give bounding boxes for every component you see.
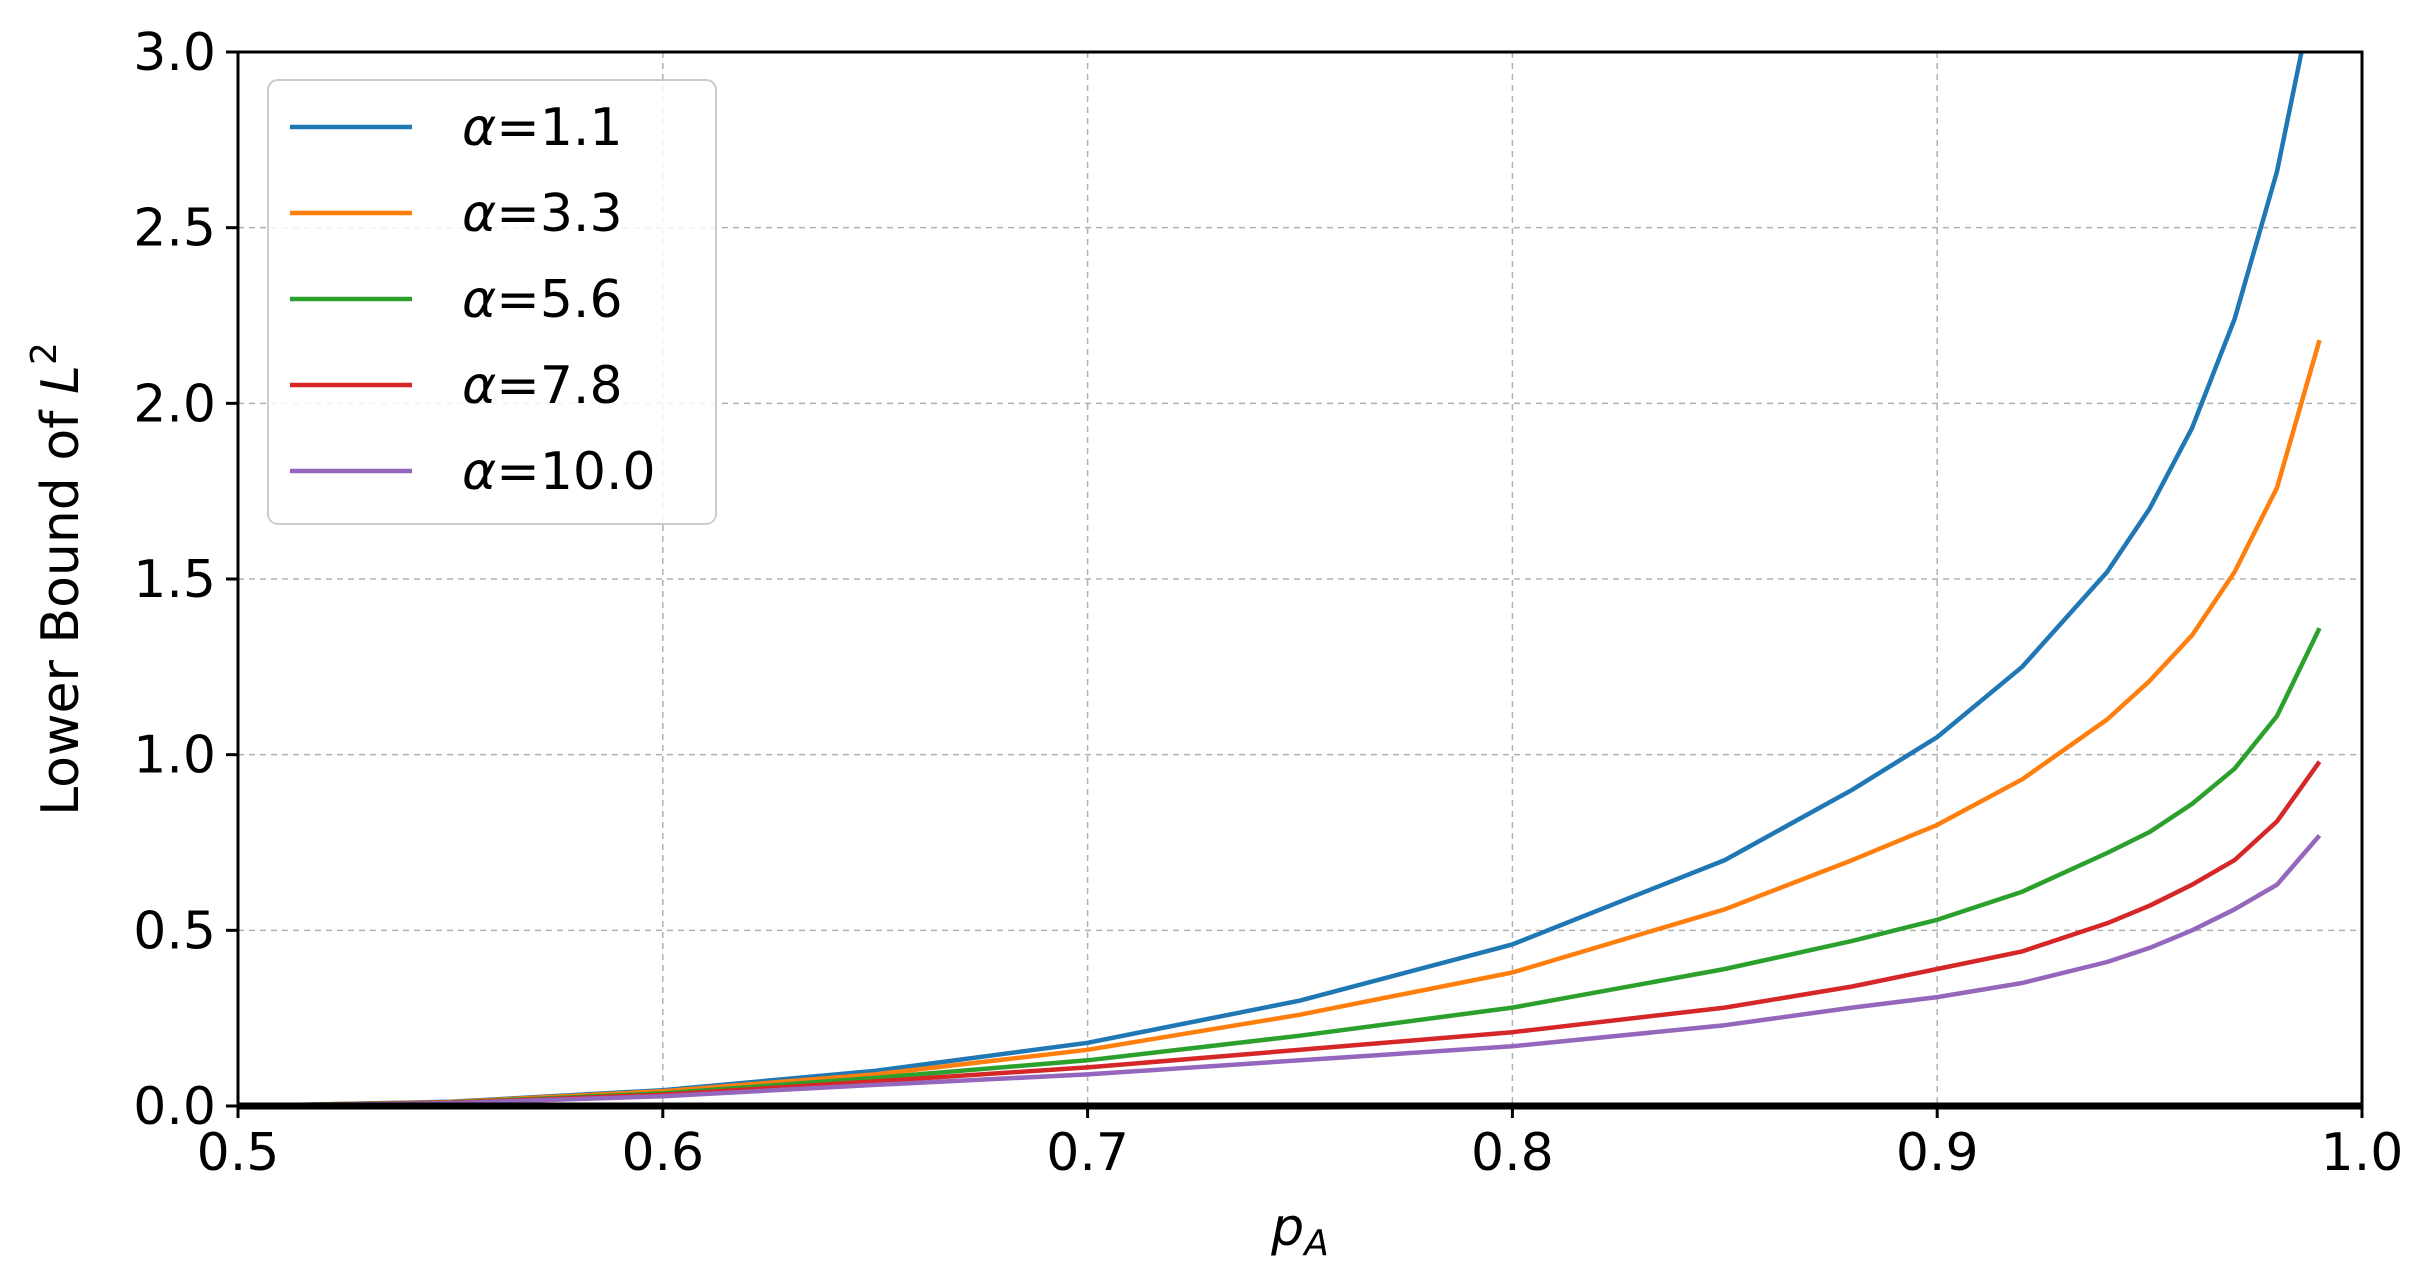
y-tick-label: 2.5	[133, 199, 216, 259]
legend-label: α=7.8	[462, 356, 623, 416]
legend-box	[267, 79, 717, 525]
x-axis-title-base: p	[1270, 1198, 1304, 1258]
x-tick-label: 1.0	[2321, 1123, 2404, 1183]
series-line-2	[238, 339, 2322, 1106]
legend-label-symbol: α	[462, 98, 496, 158]
x-axis-title: pA	[1270, 1198, 1329, 1264]
y-tick-label: 1.0	[133, 726, 216, 786]
legend-label-value: =3.3	[496, 184, 622, 244]
legend: α=1.1α=3.3α=5.6α=7.8α=10.0	[267, 79, 717, 525]
y-tick-label: 0.0	[133, 1077, 216, 1137]
y-axis-title-variable: L	[31, 365, 91, 394]
x-axis-title-subscript: A	[1302, 1223, 1329, 1264]
x-tick-label: 0.8	[1471, 1123, 1554, 1183]
x-tick-label: 0.9	[1896, 1123, 1979, 1183]
y-tick-label: 1.5	[133, 550, 216, 610]
legend-label-symbol: α	[462, 442, 496, 502]
y-tick-label: 2.0	[133, 374, 216, 434]
x-tick-label: 0.6	[621, 1123, 704, 1183]
legend-label-symbol: α	[462, 270, 496, 330]
legend-label: α=1.1	[462, 98, 623, 158]
ticks: 0.5 0.6 0.7 0.8 0.9 1.00.00.51.01.52.02.53.0	[133, 23, 2403, 1183]
legend-label-symbol: α	[462, 356, 496, 416]
y-axis-title-text: Lower Bound of	[31, 394, 91, 816]
series-line-1	[238, 52, 2304, 1106]
legend-label-value: =5.6	[496, 270, 622, 330]
legend-label-value: =10.0	[496, 442, 655, 502]
x-tick-label: 0.7	[1046, 1123, 1129, 1183]
series-line-3	[238, 627, 2322, 1106]
y-axis-title: Lower Bound of L2	[24, 342, 91, 816]
series-lines	[238, 52, 2322, 1106]
series-line-4	[238, 760, 2322, 1106]
legend-label-value: =1.1	[496, 98, 622, 158]
x-tick-label: 0.5	[197, 1123, 280, 1183]
legend-label-value: =7.8	[496, 356, 622, 416]
y-tick-label: 3.0	[133, 23, 216, 83]
legend-label: α=5.6	[462, 270, 623, 330]
legend-label: α=10.0	[462, 442, 656, 502]
y-tick-label: 0.5	[133, 901, 216, 961]
series-line-5	[238, 834, 2322, 1106]
y-axis-title-superscript: 2	[24, 342, 65, 365]
legend-label: α=3.3	[462, 184, 623, 244]
legend-label-symbol: α	[462, 184, 496, 244]
